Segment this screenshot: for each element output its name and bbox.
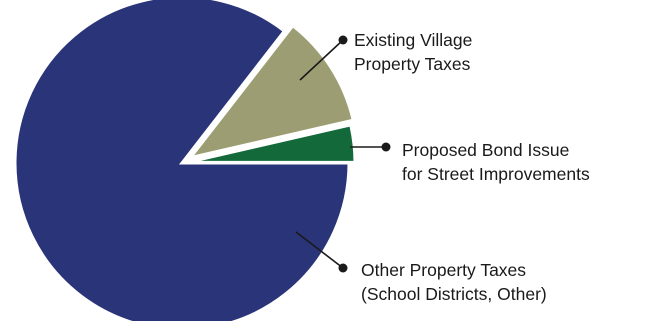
pie-slice-bond [187, 123, 357, 164]
slice-label-bond-line-1: Proposed Bond Issue [402, 140, 569, 160]
slice-label-bond-line-2: for Street Improvements [402, 164, 590, 184]
slice-label-other-line-1: Other Property Taxes [361, 260, 526, 280]
leader-line-existing [299, 39, 344, 81]
pie-slice-existing [186, 23, 355, 161]
leader-dot-other [338, 263, 348, 273]
callout-bond: Proposed Bond Issue for Street Improvemen… [350, 140, 590, 184]
callout-existing: Existing Village Property Taxes [299, 30, 472, 81]
callout-other: Other Property Taxes (School Districts, O… [295, 231, 547, 304]
slice-label-existing-line-2: Property Taxes [354, 54, 471, 74]
slice-label-other-line-2: (School Districts, Other) [361, 284, 547, 304]
pie-slice-other [13, 0, 351, 321]
pie-slices [13, 0, 357, 321]
leader-line-other [295, 231, 344, 269]
leader-dot-bond [381, 142, 391, 152]
leader-dot-existing [338, 35, 348, 45]
slice-label-existing-line-1: Existing Village [354, 30, 472, 50]
